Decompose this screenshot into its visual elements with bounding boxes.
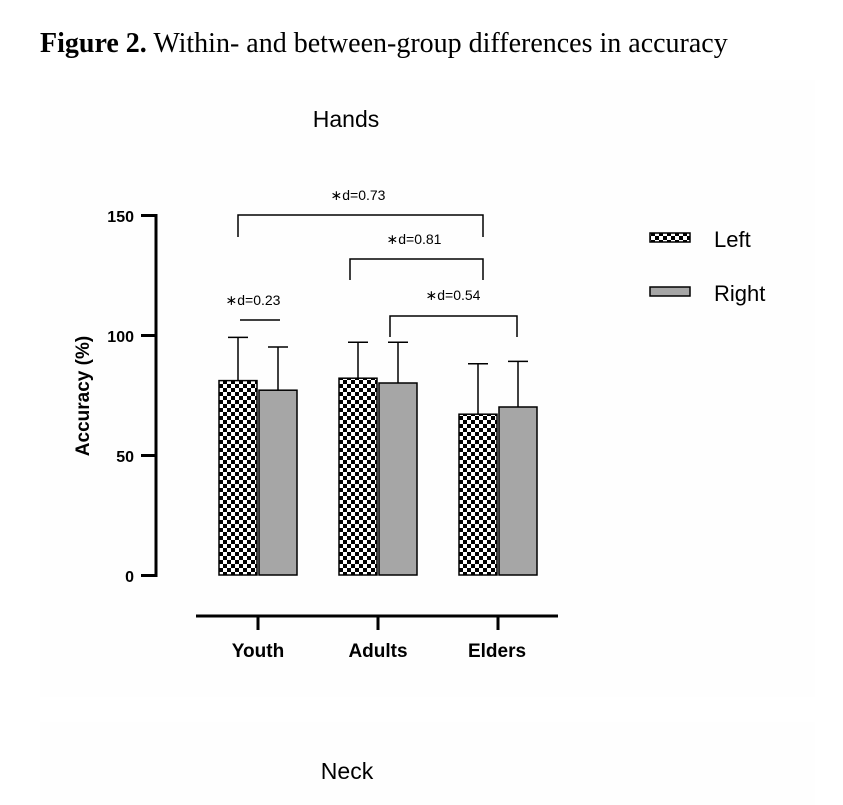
significance-youth: ∗d=0.23 xyxy=(226,292,281,321)
annotation-youth-elders-d: ∗d=0.73 xyxy=(331,187,386,203)
y-axis-label: Accuracy (%) xyxy=(73,336,94,456)
y-tick-label-150: 150 xyxy=(107,209,134,226)
significance-adults-right-elders-right: ∗d=0.54 xyxy=(389,287,518,337)
error-bar-youth-right xyxy=(268,346,288,391)
y-tick-label-50: 50 xyxy=(116,449,134,466)
figure-caption: Figure 2. Within- and between-group diff… xyxy=(40,28,728,60)
legend-item-right: Right xyxy=(649,281,765,306)
bar-youth-right xyxy=(258,389,298,576)
x-tick-label-adults: Adults xyxy=(348,641,407,662)
annotation-adults-elders-d: ∗d=0.81 xyxy=(387,231,442,247)
bar-elders-right xyxy=(498,406,538,576)
legend: Left Right xyxy=(649,227,765,306)
error-bar-elders-right xyxy=(508,360,528,407)
error-bar-elders-left xyxy=(468,363,488,415)
significance-youth-elders: ∗d=0.73 xyxy=(237,187,484,237)
x-tick-label-youth: Youth xyxy=(232,641,284,662)
bar-series-group xyxy=(218,336,538,576)
figure-caption-text: Within- and between-group differences in… xyxy=(153,28,728,59)
neck-panel-background xyxy=(40,722,815,805)
x-tick-label-elders: Elders xyxy=(468,641,526,662)
error-bar-adults-right xyxy=(388,341,408,383)
annotation-youth-d: ∗d=0.23 xyxy=(226,292,281,308)
legend-label-right: Right xyxy=(714,281,765,306)
bar-elders-left xyxy=(458,413,498,576)
y-tick-label-0: 0 xyxy=(125,569,134,586)
bar-adults-left xyxy=(338,377,378,576)
annotation-right-d: ∗d=0.54 xyxy=(426,287,481,303)
figure-label: Figure 2. xyxy=(40,28,147,59)
legend-label-left: Left xyxy=(714,227,751,252)
significance-adults-elders: ∗d=0.81 xyxy=(349,231,484,280)
error-bar-youth-left xyxy=(228,336,248,381)
bar-youth-left xyxy=(218,379,258,576)
y-tick-label-100: 100 xyxy=(107,329,134,346)
hands-panel-background xyxy=(40,80,815,697)
chart-title-neck: Neck xyxy=(321,758,374,784)
chart-title-hands: Hands xyxy=(313,106,379,132)
error-bar-adults-left xyxy=(348,341,368,379)
bar-adults-right xyxy=(378,382,418,576)
legend-item-left: Left xyxy=(649,227,751,252)
